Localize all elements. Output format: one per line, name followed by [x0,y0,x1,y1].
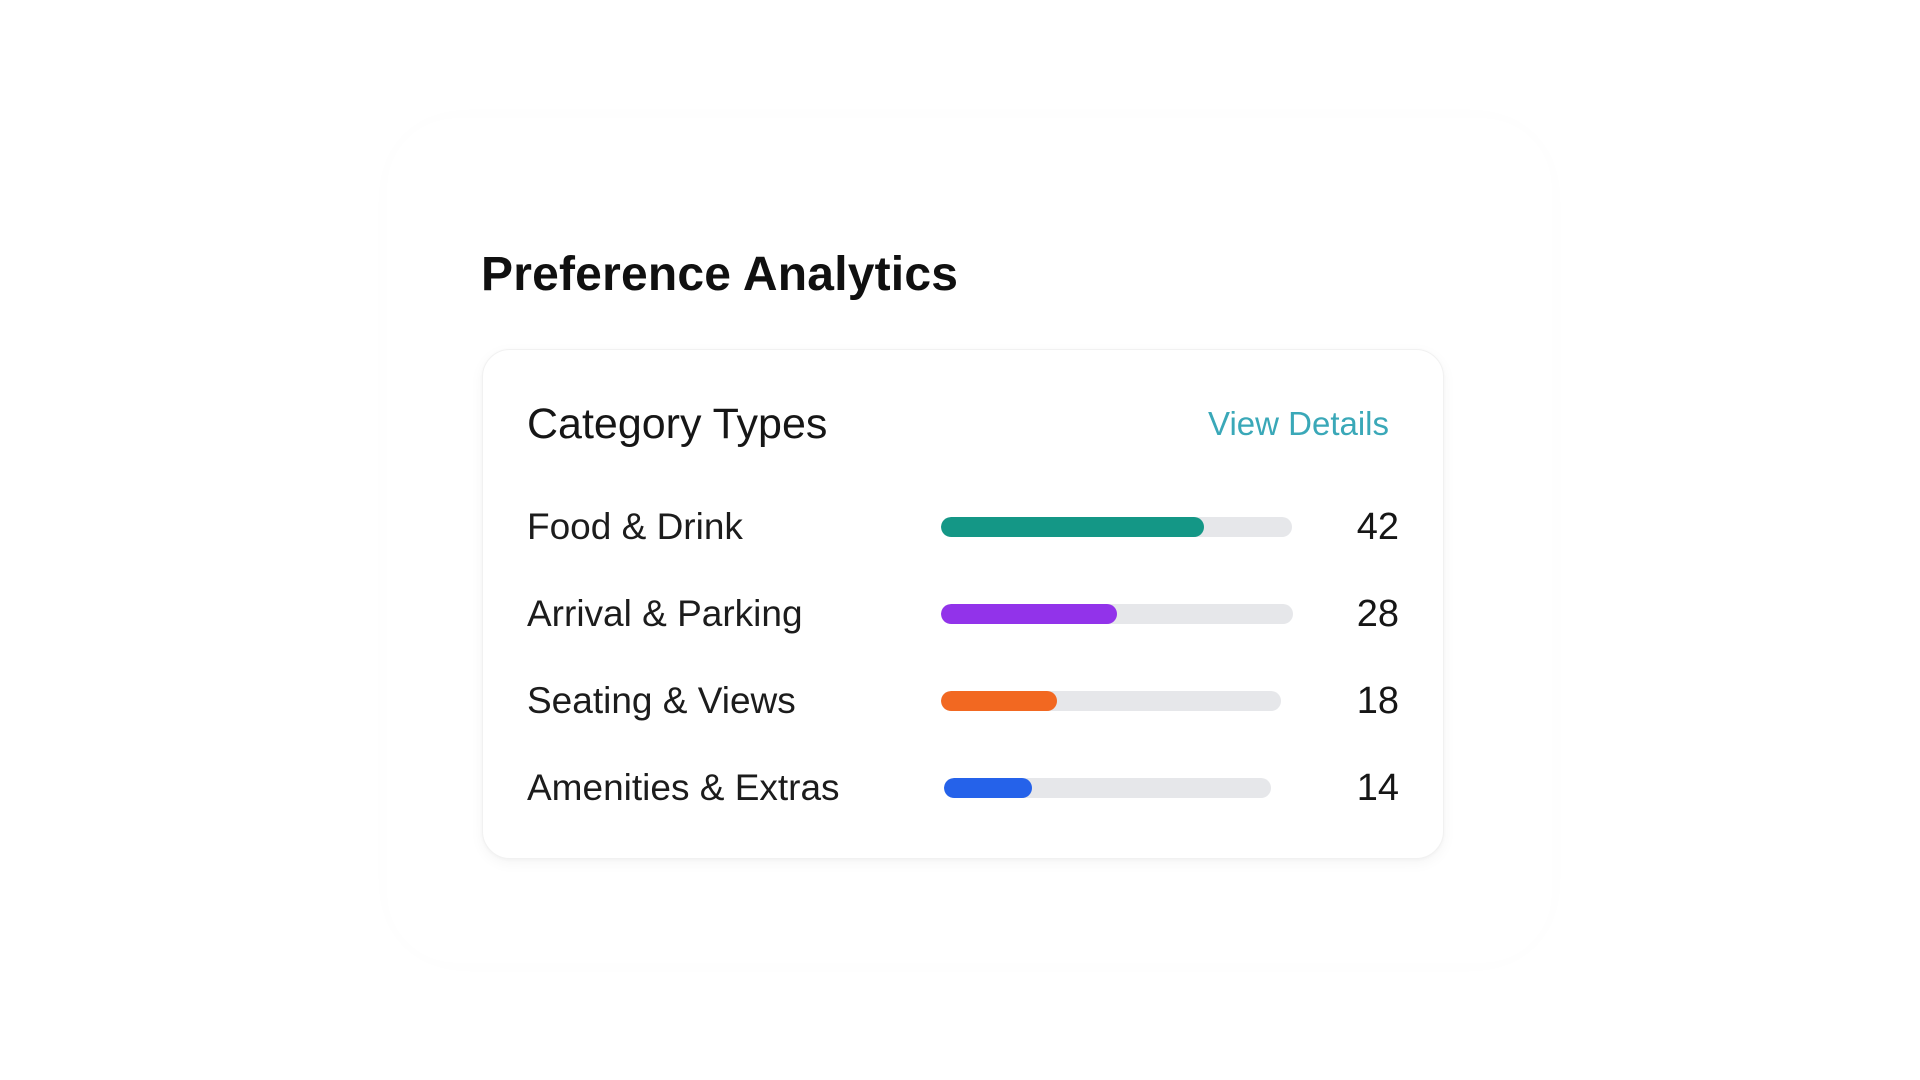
category-row-amenities-extras: Amenities & Extras 14 [527,761,1399,848]
category-row-arrival-parking: Arrival & Parking 28 [527,587,1399,674]
progress-fill [941,691,1057,711]
category-list: Food & Drink 42 Arrival & Parking 28 Sea… [527,500,1399,848]
category-value: 14 [1356,767,1399,809]
category-types-card: Category Types View Details Food & Drink… [482,349,1444,859]
card-title: Category Types [527,400,828,448]
category-label: Food & Drink [527,506,743,547]
progress-track [944,778,1271,798]
category-label: Arrival & Parking [527,593,803,634]
category-value: 18 [1356,680,1399,722]
category-value: 28 [1356,593,1399,635]
category-row-seating-views: Seating & Views 18 [527,674,1399,761]
card-header: Category Types View Details [527,394,1389,454]
category-label: Amenities & Extras [527,767,840,808]
progress-track [941,517,1292,537]
category-label: Seating & Views [527,680,796,721]
progress-track [941,604,1293,624]
category-value: 42 [1356,506,1399,548]
view-details-link[interactable]: View Details [1208,405,1389,442]
category-row-food-drink: Food & Drink 42 [527,500,1399,587]
page-title: Preference Analytics [481,248,959,301]
progress-track [941,691,1281,711]
progress-fill [941,604,1117,624]
progress-fill [944,778,1033,798]
progress-fill [941,517,1205,537]
